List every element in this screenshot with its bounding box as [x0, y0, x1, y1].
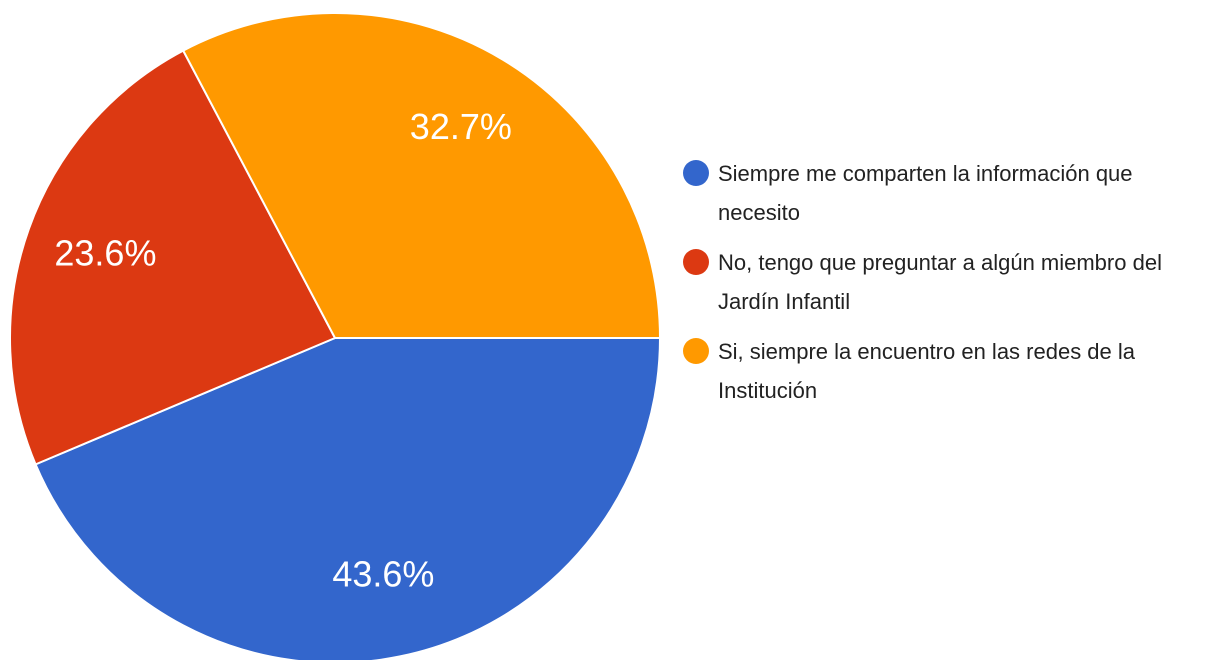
- slice-label: 23.6%: [54, 233, 156, 274]
- legend-label: No, tengo que preguntar a algún miembro …: [718, 250, 1162, 314]
- legend-item: Si, siempre la encuentro en las redes de…: [683, 332, 1183, 410]
- pie-slice: [9, 49, 337, 466]
- legend-swatch: [683, 249, 709, 275]
- slice-label: 32.7%: [410, 106, 512, 147]
- legend-swatch: [683, 160, 709, 186]
- pie-slice: [181, 12, 662, 339]
- legend-item: No, tengo que preguntar a algún miembro …: [683, 243, 1183, 321]
- pie-slice: [34, 337, 662, 660]
- legend-label: Siempre me comparten la información que …: [718, 161, 1133, 225]
- slice-label: 43.6%: [332, 553, 434, 594]
- legend-label: Si, siempre la encuentro en las redes de…: [718, 339, 1136, 403]
- legend-swatch: [683, 338, 709, 364]
- legend: Siempre me comparten la información que …: [683, 154, 1183, 421]
- legend-item: Siempre me comparten la información que …: [683, 154, 1183, 232]
